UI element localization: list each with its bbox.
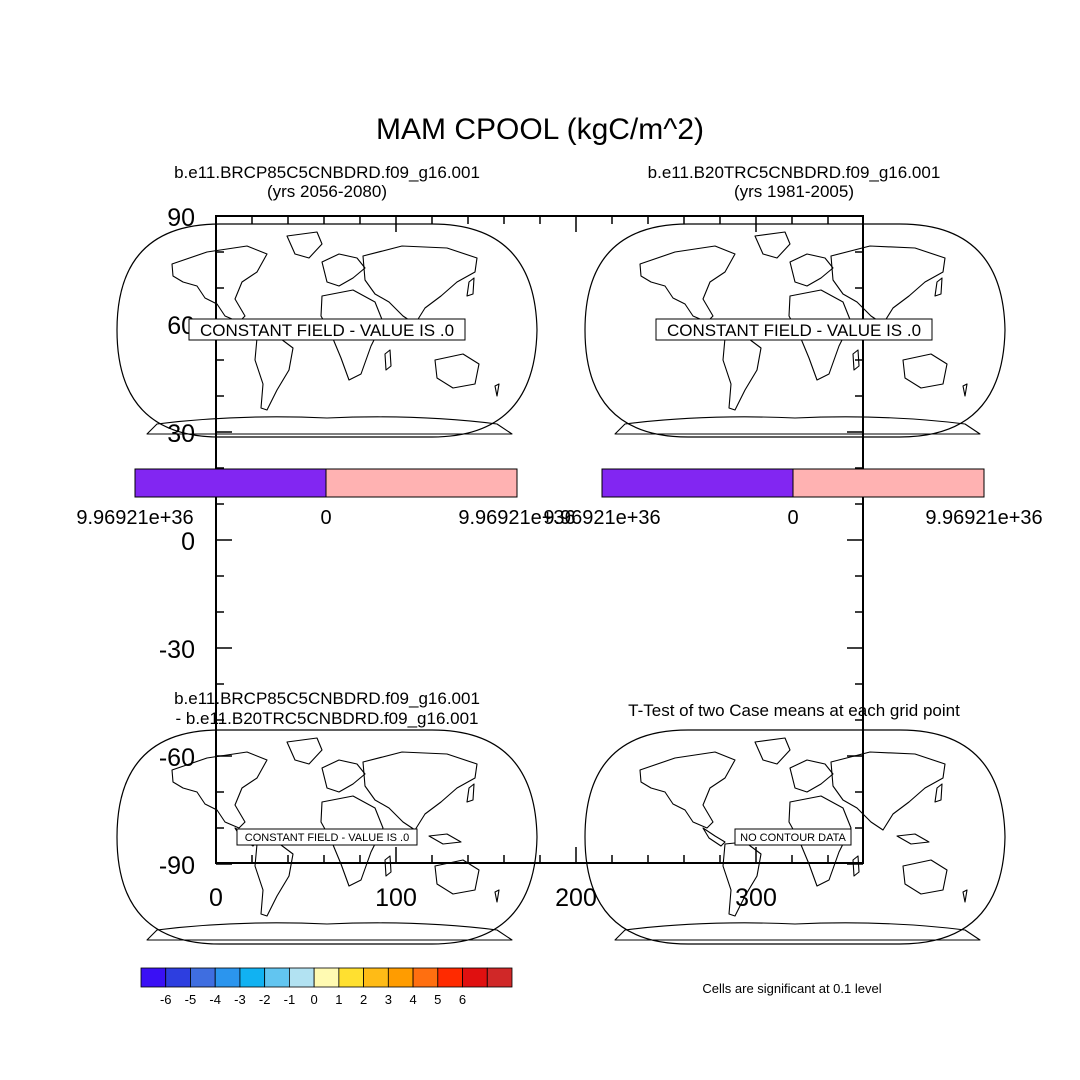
panel-case1-colorbar	[134, 468, 518, 498]
y-tick-minus-90: -90	[159, 852, 195, 880]
difference-colorbar-swatch-10	[387, 967, 414, 988]
case2-colorbar-swatch-1	[792, 468, 985, 498]
difference-colorbar-label: 5	[434, 992, 441, 1007]
difference-colorbar-label: 2	[360, 992, 367, 1007]
difference-colorbar-label: 6	[459, 992, 466, 1007]
panel-case2-colorbar	[601, 468, 985, 498]
difference-colorbar-label: -5	[185, 992, 197, 1007]
panel-ttest-message: NO CONTOUR DATA	[740, 832, 846, 844]
panel-case2-cbar-label-min: 9.96921e+36	[543, 507, 660, 529]
difference-colorbar-label: 3	[385, 992, 392, 1007]
case2-colorbar-swatch-0	[601, 468, 794, 498]
difference-colorbar-swatch-3	[214, 967, 241, 988]
panel-ttest-title: T-Test of two Case means at each grid po…	[628, 701, 960, 720]
frame-box	[215, 215, 864, 864]
difference-colorbar-swatch-9	[363, 967, 389, 988]
panel-difference-title-line2: - b.e11.B20TRC5CNBDRD.f09_g16.001	[175, 709, 478, 728]
x-tick-100: 100	[375, 884, 417, 912]
difference-colorbar-swatch-11	[412, 967, 439, 988]
difference-colorbar-label: -4	[209, 992, 221, 1007]
figure-title: MAM CPOOL (kgC/m^2)	[376, 113, 704, 146]
panel-case1-cbar-label-zero: 0	[320, 507, 331, 529]
panel-case2-map-outline	[584, 223, 1006, 438]
difference-colorbar-swatch-1	[165, 967, 191, 988]
difference-colorbar-label: -1	[284, 992, 296, 1007]
difference-colorbar-label: -6	[160, 992, 172, 1007]
x-tick-200: 200	[555, 884, 597, 912]
difference-colorbar-swatch-14	[486, 967, 513, 988]
panel-ttest: T-Test of two Case means at each grid po…	[584, 701, 1006, 996]
difference-colorbar-swatch-6	[288, 967, 315, 988]
panel-difference-title-line1: b.e11.BRCP85C5CNBDRD.f09_g16.001	[174, 689, 480, 708]
panel-case1-years: (yrs 2056-2080)	[267, 182, 387, 201]
difference-colorbar-label: 4	[409, 992, 416, 1007]
panel-ttest-note: Cells are significant at 0.1 level	[702, 981, 881, 996]
y-tick-minus-60: -60	[159, 744, 195, 772]
difference-colorbar-swatch-5	[264, 967, 290, 988]
panel-case1-title: b.e11.BRCP85C5CNBDRD.f09_g16.001	[174, 163, 480, 182]
panel-case2-title: b.e11.B20TRC5CNBDRD.f09_g16.001	[648, 163, 941, 182]
difference-colorbar-label: -3	[234, 992, 246, 1007]
y-tick-marks	[216, 215, 863, 865]
y-tick-0: 0	[181, 528, 195, 556]
panel-difference-map-outline	[116, 729, 538, 945]
panel-ttest-map-outline	[584, 729, 1006, 945]
difference-colorbar-label: 0	[311, 992, 318, 1007]
panel-difference: b.e11.BRCP85C5CNBDRD.f09_g16.001 - b.e11…	[116, 689, 538, 945]
difference-colorbar-swatch-13	[462, 967, 488, 988]
difference-colorbar	[140, 967, 513, 988]
panel-case2-cbar-label-max: 9.96921e+36	[925, 507, 1042, 529]
difference-colorbar-label: -2	[259, 992, 271, 1007]
difference-colorbar-label: 1	[335, 992, 342, 1007]
difference-colorbar-swatch-8	[338, 967, 365, 988]
panel-ttest-message-box	[734, 828, 852, 846]
difference-colorbar-labels: -6 -5 -4 -3 -2 -1 0 1 2 3 4 5 6	[160, 992, 466, 1007]
panel-case2-message: CONSTANT FIELD - VALUE IS .0	[667, 321, 921, 340]
y-tick-90: 90	[167, 204, 195, 232]
case1-colorbar-swatch-1	[325, 468, 518, 498]
difference-colorbar-swatch-12	[437, 967, 463, 988]
panel-difference-message: CONSTANT FIELD - VALUE IS .0	[245, 832, 409, 844]
background-frame: 90 60 30 0 -30 -60 -90 0 100 200 300	[159, 204, 864, 912]
x-tick-300: 300	[735, 884, 777, 912]
case1-colorbar-swatch-0	[134, 468, 327, 498]
difference-colorbar-swatch-4	[239, 967, 266, 988]
panel-case1-cbar-label-min: 9.96921e+36	[76, 507, 193, 529]
y-tick-minus-30: -30	[159, 636, 195, 664]
panel-case1: b.e11.BRCP85C5CNBDRD.f09_g16.001 (yrs 20…	[76, 163, 575, 529]
panel-case1-cbar-label-max: 9.96921e+36	[458, 507, 575, 529]
difference-colorbar-swatch-2	[190, 967, 216, 988]
panel-difference-message-box	[236, 828, 418, 846]
x-tick-marks	[215, 216, 829, 863]
panel-case2-years: (yrs 1981-2005)	[734, 182, 854, 201]
panel-case2-cbar-label-zero: 0	[787, 507, 798, 529]
panel-case1-message: CONSTANT FIELD - VALUE IS .0	[200, 321, 454, 340]
panel-case2-message-box	[655, 318, 933, 341]
panel-case2: b.e11.B20TRC5CNBDRD.f09_g16.001 (yrs 198…	[543, 163, 1042, 529]
panel-case1-map-outline	[116, 223, 538, 438]
difference-colorbar-swatch-7	[313, 967, 340, 988]
difference-colorbar-swatch-0	[140, 967, 167, 988]
x-tick-0: 0	[209, 884, 223, 912]
panel-case1-message-box	[188, 318, 466, 341]
